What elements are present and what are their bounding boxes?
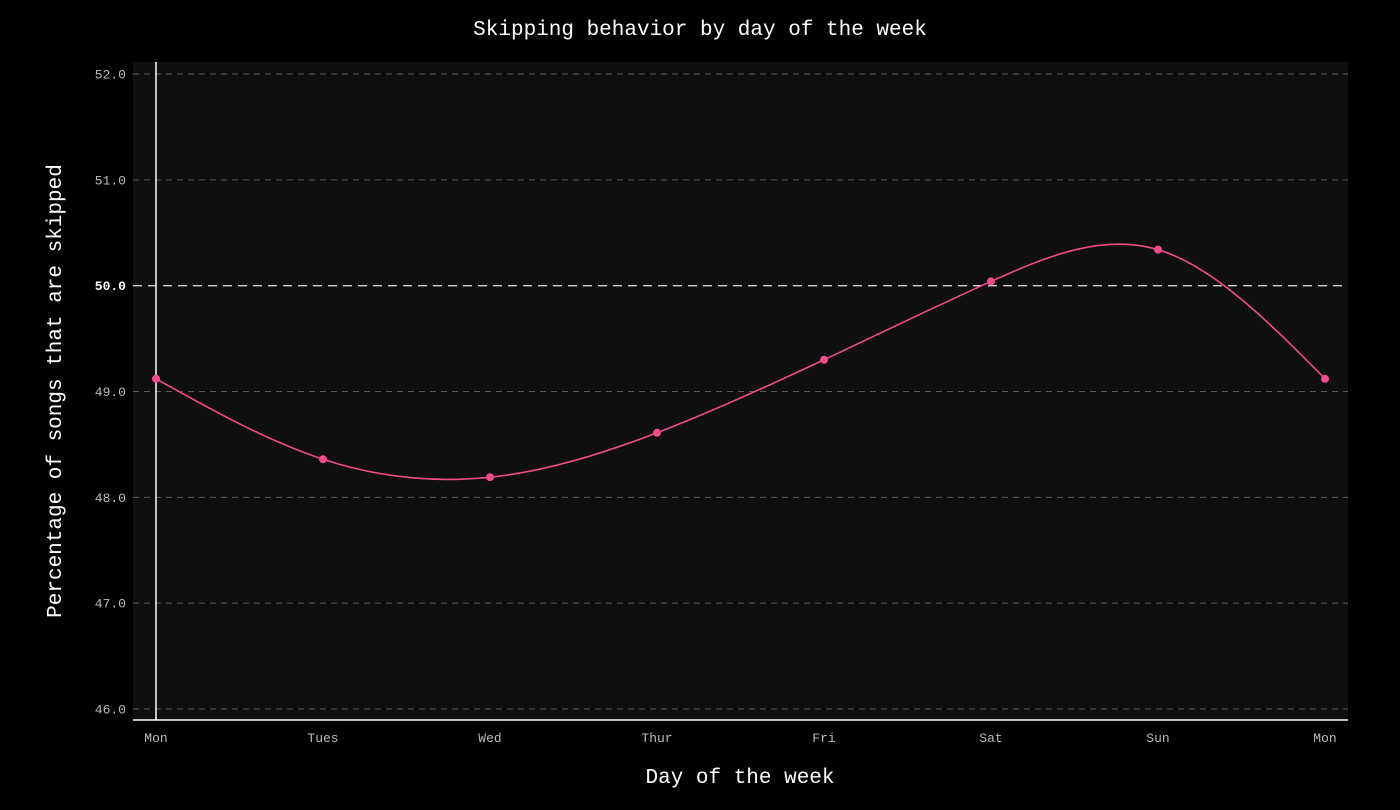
y-axis-title: Percentage of songs that are skipped [45, 164, 68, 618]
series-line [155, 243, 1326, 481]
gridlines [133, 73, 1348, 710]
y-tick-label: 48.0 [95, 491, 126, 506]
chart-title: Skipping behavior by day of the week [473, 19, 927, 42]
y-tick-label: 47.0 [95, 597, 126, 612]
y-tick-label: 49.0 [95, 385, 126, 400]
x-tick-label: Fri [812, 731, 836, 746]
y-tick-label: 50.0 [95, 279, 126, 294]
y-tick-label: 46.0 [95, 703, 126, 718]
y-tick-labels: 46.0 47.0 48.0 49.0 50.0 51.0 52.0 [95, 68, 126, 718]
data-point[interactable] [987, 277, 995, 286]
x-tick-label: Mon [1313, 731, 1336, 746]
series [152, 243, 1329, 482]
y-tick-label: 52.0 [95, 68, 126, 83]
x-tick-label: Tues [307, 731, 338, 746]
data-point[interactable] [486, 473, 494, 482]
data-point[interactable] [152, 374, 160, 383]
x-tick-label: Wed [478, 731, 501, 746]
y-tick-label: 51.0 [95, 173, 126, 188]
data-point[interactable] [1321, 374, 1329, 383]
x-tick-label: Sat [979, 731, 1002, 746]
data-point[interactable] [319, 455, 327, 464]
x-tick-label: Thur [641, 731, 672, 746]
x-axis-title: Day of the week [645, 767, 834, 790]
data-point[interactable] [653, 428, 661, 437]
data-point[interactable] [1154, 245, 1162, 254]
x-tick-label: Sun [1146, 731, 1169, 746]
data-point[interactable] [820, 355, 828, 364]
axes [133, 62, 1348, 721]
x-tick-label: Mon [144, 731, 167, 746]
x-tick-labels: Mon Tues Wed Thur Fri Sat Sun Mon [144, 731, 1336, 746]
